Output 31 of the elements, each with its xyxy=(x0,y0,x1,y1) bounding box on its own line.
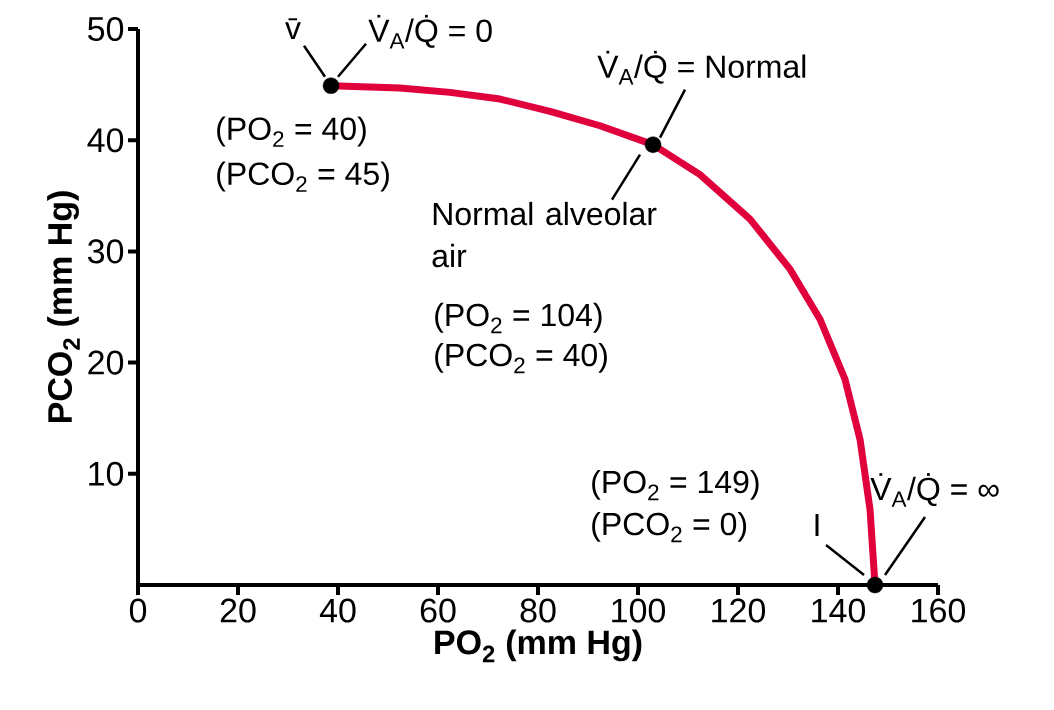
x-tick-label: 0 xyxy=(129,598,147,623)
x-tick-label: 40 xyxy=(319,598,356,623)
annotation: (PCO$_{2}$ = 45) xyxy=(217,161,389,192)
x-tick-label: 140 xyxy=(812,598,866,623)
annotation: Normal alveolar air xyxy=(432,201,657,268)
point xyxy=(866,576,884,594)
x-tick-label: 120 xyxy=(712,598,766,623)
y-tick-label: 30 xyxy=(87,239,124,264)
point xyxy=(644,136,662,153)
y-tick-label: 40 xyxy=(87,128,124,153)
annotation: (PO$_{2}$ = 104) xyxy=(435,302,602,334)
y-tick-label: 50 xyxy=(88,16,124,42)
y-tick-label: 10 xyxy=(89,461,124,486)
x-tick-label: 80 xyxy=(520,598,556,623)
annotation: V̇$_{A}$/Q̇ = 0 xyxy=(368,14,492,49)
annotation: V̇$_{A}$/Q̇ = Normal xyxy=(597,50,806,85)
annotation: I xyxy=(815,514,819,537)
x-axis-title: PO$_{2}$ (mm Hg) xyxy=(435,629,642,663)
annotation: (PCO$_{2}$ = 0) xyxy=(592,511,747,543)
x-tick-label: 20 xyxy=(220,598,256,623)
y-axis-title: PCO$_{2}$ (mm Hg) xyxy=(47,191,80,423)
x-tick-label: 100 xyxy=(612,598,666,623)
annotation: V̇$_{A}$/Q̇ = ∞ xyxy=(870,473,999,507)
annotation: (PCO$_{2}$ = 40) xyxy=(435,342,607,374)
annotation: v̄ xyxy=(285,18,301,40)
x-tick-label: 60 xyxy=(420,598,456,623)
x-tick-label: 160 xyxy=(912,598,966,623)
annotation: (PO$_{2}$ = 149) xyxy=(592,469,759,501)
y-tick-label: 20 xyxy=(88,350,124,375)
point xyxy=(322,77,340,94)
annotation: (PO$_{2}$ = 40) xyxy=(217,116,366,147)
